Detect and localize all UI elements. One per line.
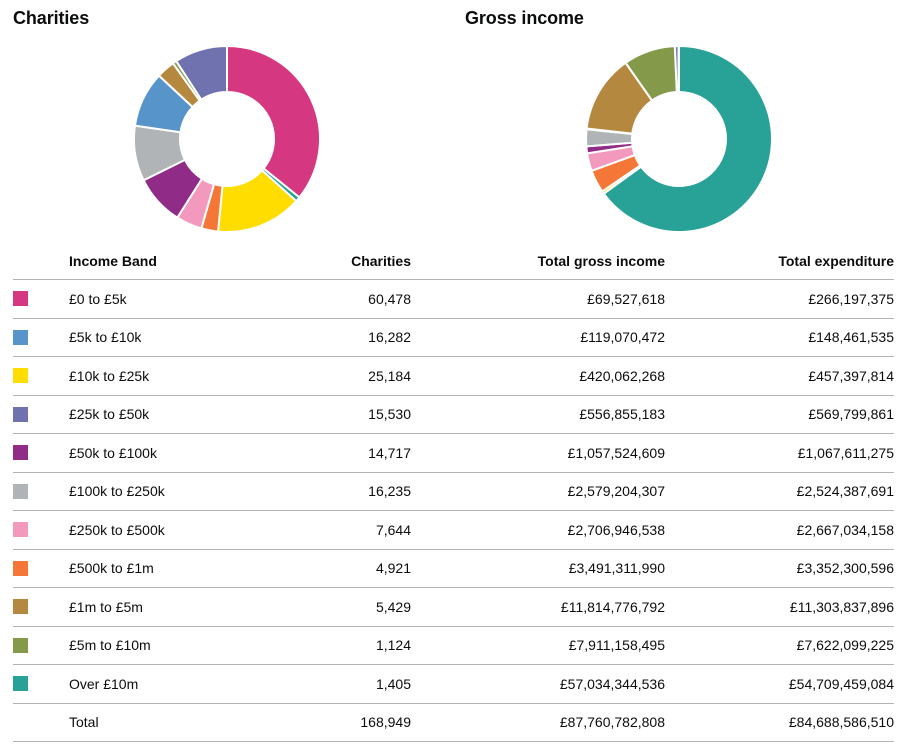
income-band-label: £10k to £25k	[69, 356, 229, 396]
legend-swatch	[13, 560, 28, 576]
charities-chart-title: Charities	[13, 8, 90, 28]
legend-swatch	[13, 676, 28, 692]
income-band-label: £25k to £50k	[69, 395, 229, 434]
expenditure-value: £2,667,034,158	[665, 510, 894, 550]
gross-income-donut-chart	[585, 44, 773, 233]
charities-count: 1,405	[229, 664, 411, 704]
charities-donut-chart	[133, 45, 321, 233]
income-band-label: £0 to £5k	[69, 279, 229, 319]
legend-swatch-cell	[13, 626, 69, 665]
gross-income-value: £2,706,946,538	[411, 510, 665, 550]
income-band-label: Over £10m	[69, 664, 229, 704]
header-charities: Charities	[229, 243, 411, 280]
legend-swatch-cell	[13, 472, 69, 511]
table-row: £100k to £250k 16,235 £2,579,204,307 £2,524…	[13, 472, 894, 511]
legend-swatch-cell	[13, 549, 69, 588]
total-charities: 168,949	[229, 703, 411, 742]
gross-income-value: £420,062,268	[411, 356, 665, 396]
table-row: £10k to £25k 25,184 £420,062,268 £457,397,8…	[13, 356, 894, 396]
legend-swatch-cell	[13, 433, 69, 473]
charities-count: 7,644	[229, 510, 411, 550]
expenditure-value: £266,197,375	[665, 279, 894, 319]
header-total-expenditure: Total expenditure	[665, 243, 894, 280]
table-row: £5k to £10k 16,282 £119,070,472 £148,461,53…	[13, 318, 894, 357]
header-swatch-cell	[13, 243, 69, 280]
income-band-label: £250k to £500k	[69, 510, 229, 550]
charities-count: 16,282	[229, 318, 411, 357]
legend-swatch-cell	[13, 356, 69, 396]
legend-swatch	[13, 445, 28, 461]
legend-swatch	[13, 406, 28, 422]
charities-count: 1,124	[229, 626, 411, 665]
gross-income-value: £11,814,776,792	[411, 587, 665, 627]
gross-income-value: £3,491,311,990	[411, 549, 665, 588]
expenditure-value: £569,799,861	[665, 395, 894, 434]
gross-income-value: £7,911,158,495	[411, 626, 665, 665]
income-band-label: £5m to £10m	[69, 626, 229, 665]
legend-swatch	[13, 599, 28, 615]
charities-count: 60,478	[229, 279, 411, 319]
expenditure-value: £54,709,459,084	[665, 664, 894, 704]
expenditure-value: £148,461,535	[665, 318, 894, 357]
table-row: £1m to £5m 5,429 £11,814,776,792 £11,303,83…	[13, 587, 894, 627]
charities-count: 16,235	[229, 472, 411, 511]
income-band-label: £1m to £5m	[69, 587, 229, 627]
expenditure-value: £7,622,099,225	[665, 626, 894, 665]
legend-swatch	[13, 483, 28, 499]
gross-income-value: £69,527,618	[411, 279, 665, 319]
header-total-gross-income: Total gross income	[411, 243, 665, 280]
legend-swatch-cell	[13, 587, 69, 627]
table-header-row: Income Band Charities Total gross income…	[13, 243, 894, 280]
gross-income-value: £119,070,472	[411, 318, 665, 357]
charities-count: 5,429	[229, 587, 411, 627]
gross-income-value: £556,855,183	[411, 395, 665, 434]
table-row: £0 to £5k 60,478 £69,527,618 £266,197,375	[13, 279, 894, 319]
table-row: £500k to £1m 4,921 £3,491,311,990 £3,352,30…	[13, 549, 894, 588]
gross-income-value: £1,057,524,609	[411, 433, 665, 473]
charities-slice-1	[226, 45, 321, 199]
charities-count: 25,184	[229, 356, 411, 396]
legend-swatch	[13, 368, 28, 384]
legend-swatch	[13, 522, 28, 538]
table-total-row: Total 168,949 £87,760,782,808 £84,688,58…	[13, 703, 894, 742]
table-row: £5m to £10m 1,124 £7,911,158,495 £7,622,099…	[13, 626, 894, 665]
legend-swatch-cell	[13, 279, 69, 319]
total-swatch-cell	[13, 703, 69, 742]
legend-swatch-cell	[13, 510, 69, 550]
legend-swatch	[13, 291, 28, 307]
total-expenditure: £84,688,586,510	[665, 703, 894, 742]
gross-income-value: £57,034,344,536	[411, 664, 665, 704]
charities-count: 4,921	[229, 549, 411, 588]
table-row: £50k to £100k 14,717 £1,057,524,609 £1,067,…	[13, 433, 894, 473]
total-gross-income: £87,760,782,808	[411, 703, 665, 742]
expenditure-value: £11,303,837,896	[665, 587, 894, 627]
total-label: Total	[69, 703, 229, 742]
gross-income-value: £2,579,204,307	[411, 472, 665, 511]
header-income-band: Income Band	[69, 243, 229, 280]
income-band-table: Income Band Charities Total gross income…	[13, 243, 894, 742]
legend-swatch-cell	[13, 395, 69, 434]
legend-swatch-cell	[13, 318, 69, 357]
expenditure-value: £2,524,387,691	[665, 472, 894, 511]
charities-count: 15,530	[229, 395, 411, 434]
table-row: £25k to £50k 15,530 £556,855,183 £569,799,8…	[13, 395, 894, 434]
expenditure-value: £1,067,611,275	[665, 433, 894, 473]
income-band-label: £100k to £250k	[69, 472, 229, 511]
income-band-label: £5k to £10k	[69, 318, 229, 357]
expenditure-value: £3,352,300,596	[665, 549, 894, 588]
table-row: Over £10m 1,405 £57,034,344,536 £54,709,459…	[13, 664, 894, 704]
income-band-label: £50k to £100k	[69, 433, 229, 473]
income-band-label: £500k to £1m	[69, 549, 229, 588]
gross-income-slice-11	[602, 45, 773, 233]
gross-income-chart-title: Gross income	[465, 8, 584, 28]
charities-count: 14,717	[229, 433, 411, 473]
legend-swatch-cell	[13, 664, 69, 704]
table-row: £250k to £500k 7,644 £2,706,946,538 £2,667,…	[13, 510, 894, 550]
legend-swatch	[13, 637, 28, 653]
legend-swatch	[13, 329, 28, 345]
expenditure-value: £457,397,814	[665, 356, 894, 396]
charities-slice-4	[175, 45, 228, 101]
